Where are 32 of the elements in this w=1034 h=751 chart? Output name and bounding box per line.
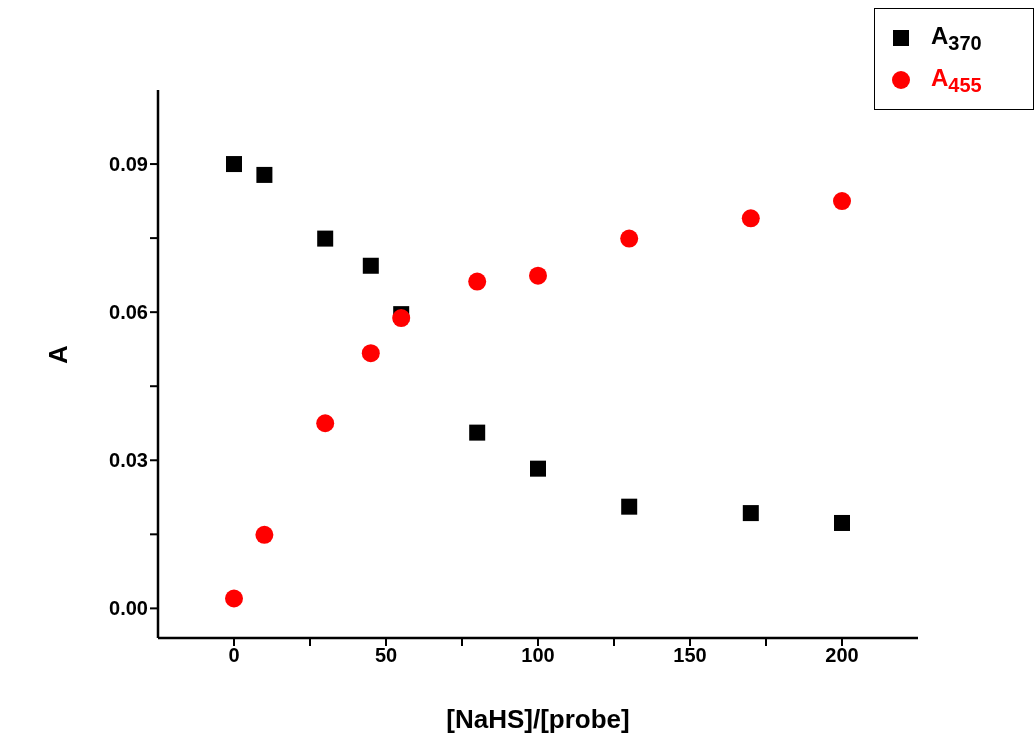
point [317, 230, 334, 247]
point [530, 460, 546, 477]
y-axis-title: A [43, 345, 74, 364]
point [620, 229, 639, 248]
y-tick-label: 0.00 [109, 597, 148, 620]
y-tick-label: 0.06 [109, 301, 148, 324]
y-tick-label: 0.09 [109, 153, 148, 176]
point [362, 257, 379, 274]
point [469, 424, 486, 441]
point [621, 498, 638, 515]
y-tick-label: 0.03 [109, 449, 148, 472]
x-tick-label: 0 [228, 644, 240, 667]
legend-label: A$_{455}$ [931, 63, 982, 97]
point [226, 156, 242, 173]
legend-label: A$_{370}$ [931, 21, 982, 55]
point [742, 505, 759, 522]
point [255, 525, 274, 544]
point [392, 309, 411, 328]
x-tick-label: 50 [374, 644, 398, 667]
x-tick-label: 100 [521, 644, 555, 667]
x-axis-title: [NaHS]/[probe] [446, 704, 630, 734]
x-tick-label: 150 [673, 644, 707, 667]
point [361, 344, 380, 363]
x-tick-label: 200 [825, 644, 859, 667]
point [834, 514, 850, 531]
point [833, 192, 851, 211]
point [529, 266, 547, 285]
point [468, 272, 487, 291]
point [225, 589, 243, 608]
point [256, 166, 273, 183]
point [316, 414, 335, 433]
point [741, 209, 760, 228]
